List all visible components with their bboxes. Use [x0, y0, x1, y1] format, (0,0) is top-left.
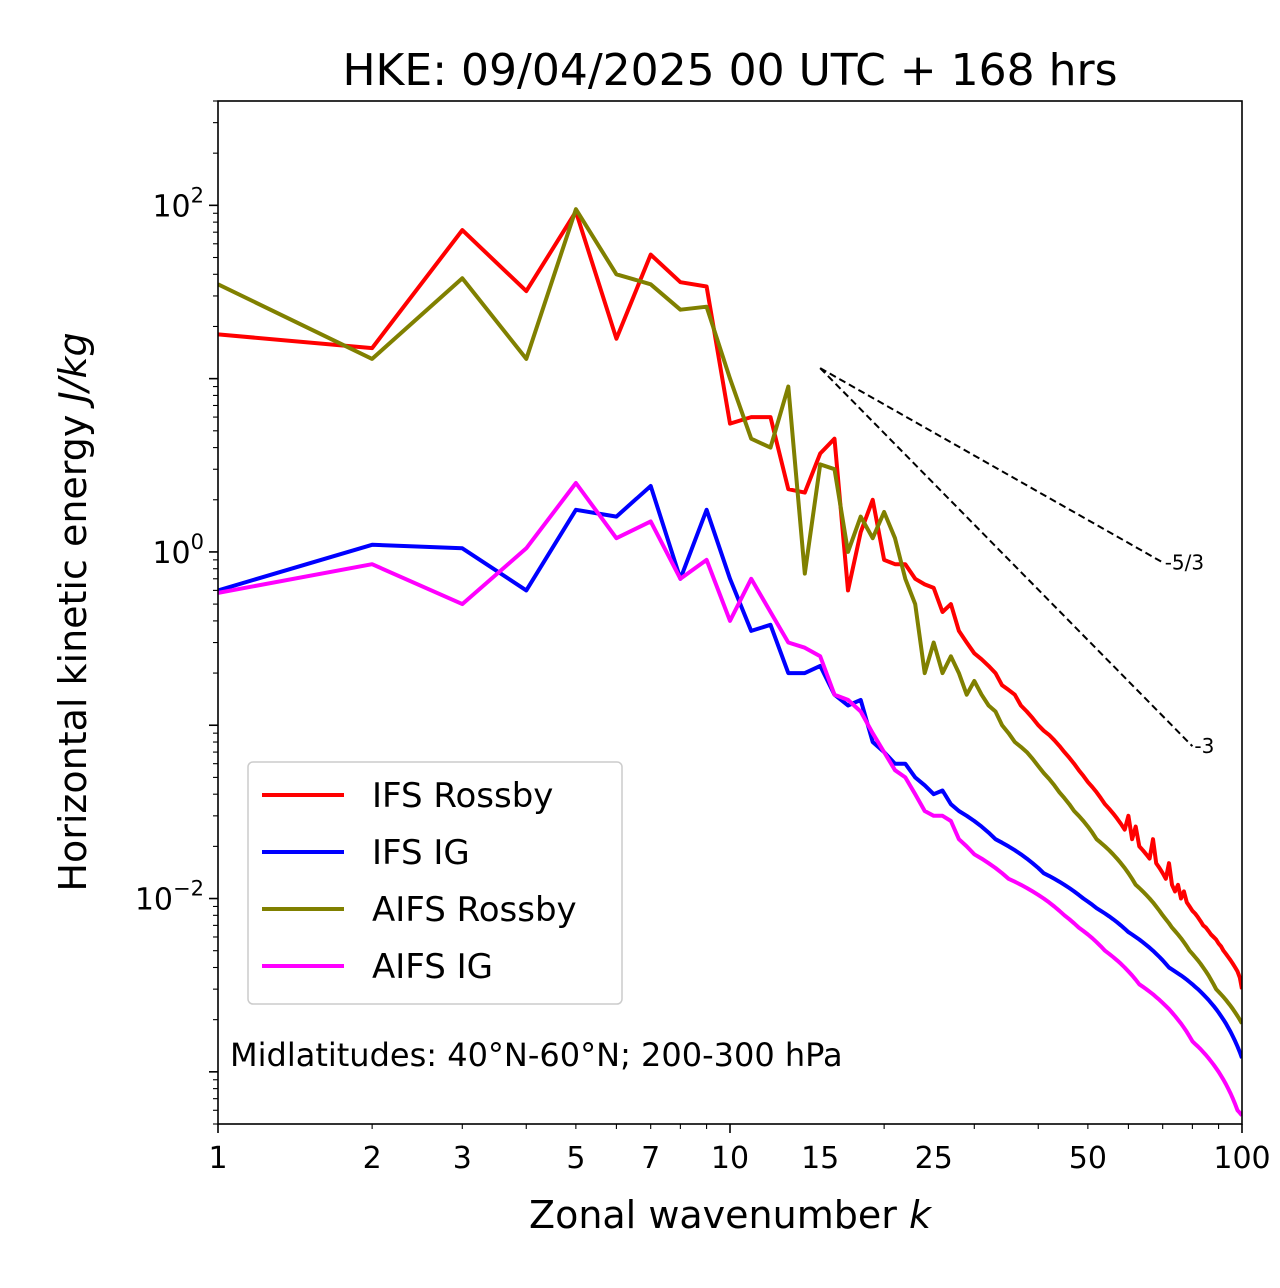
x-tick-label: 50: [1069, 1141, 1107, 1176]
y-tick-base: 10: [135, 883, 173, 918]
y-axis-title-text: Horizontal kinetic energy: [51, 415, 95, 892]
y-tick-label: 10−2: [135, 877, 204, 918]
legend-items: IFS Rossby IFS IG AIFS Rossby AIFS IG: [262, 776, 577, 987]
reference-slopes: [819, 367, 1194, 747]
y-tick-exponent: −2: [173, 877, 204, 901]
reference-slope-label: -5/3: [1165, 550, 1204, 574]
series-layer: [218, 207, 1242, 1117]
series-line-1: [218, 209, 1242, 990]
x-tick-label: 1: [208, 1141, 227, 1176]
y-tick-exponent: 2: [191, 183, 204, 207]
x-tick-label: 7: [641, 1141, 660, 1176]
y-tick-label: 100: [152, 530, 204, 571]
region-annotation: Midlatitudes: 40°N-60°N; 200-300 hPa: [230, 1036, 843, 1074]
legend-label: AIFS Rossby: [372, 890, 577, 930]
series-line-4: [218, 481, 1242, 1117]
y-tick-base: 10: [152, 536, 190, 571]
legend-label: AIFS IG: [372, 947, 493, 987]
legend-label: IFS IG: [372, 833, 470, 873]
x-axis-title-text: Zonal wavenumber: [529, 1193, 897, 1237]
chart-title: HKE: 09/04/2025 00 UTC + 168 hrs: [342, 45, 1117, 96]
x-tick-label: 2: [363, 1141, 382, 1176]
x-axis-title-var: k: [909, 1193, 933, 1237]
slope-labels: -5/3 -3: [1165, 550, 1215, 758]
legend: IFS Rossby IFS IG AIFS Rossby AIFS IG: [247, 761, 623, 1005]
series-line-2: [218, 484, 1242, 1059]
y-axis-title-unit: J/kg: [51, 332, 95, 409]
legend-box: [247, 761, 623, 1005]
x-tick-label: 5: [566, 1141, 585, 1176]
series-line-3: [218, 207, 1242, 1025]
x-axis-title: Zonal wavenumber k: [529, 1193, 933, 1237]
y-tick-label: 102: [152, 183, 204, 224]
y-tick-exponent: 0: [191, 530, 204, 554]
x-tick-label: 100: [1213, 1141, 1270, 1176]
legend-label: IFS Rossby: [372, 776, 553, 816]
x-tick-label: 25: [915, 1141, 953, 1176]
x-tick-label: 15: [801, 1141, 839, 1176]
y-axis-title: Horizontal kinetic energy J/kg: [51, 332, 95, 891]
reference-slope-line: [819, 367, 1194, 747]
plot-frame: [217, 100, 1243, 1125]
reference-slope-label: -3: [1194, 734, 1214, 758]
x-tick-label: 10: [711, 1141, 749, 1176]
y-tick-base: 10: [152, 189, 190, 224]
x-tick-label: 3: [453, 1141, 472, 1176]
